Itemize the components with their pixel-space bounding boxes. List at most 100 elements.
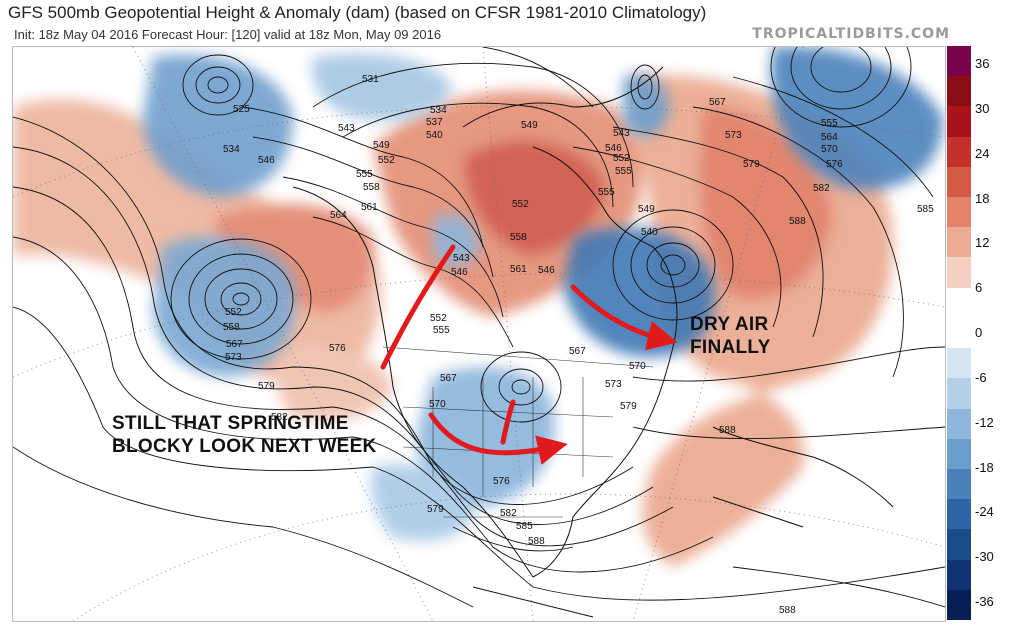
colorbar-tick-label: -24 [975,504,994,520]
height-label: 579 [620,401,637,412]
colorbar-segment [947,529,971,561]
height-label: 546 [605,143,622,154]
colorbar-segment [947,499,971,530]
colorbar-tick-label: -30 [975,549,994,565]
height-label: 582 [271,412,288,423]
height-label: 588 [719,425,736,436]
arrow-northwest-trough [380,244,456,370]
height-label: 549 [638,204,655,215]
height-label: 546 [538,265,555,276]
colorbar-segment [947,197,971,228]
height-label: 531 [362,74,379,85]
annotation-line: DRY AIR [690,314,769,335]
height-label: 534 [223,144,240,155]
height-label: 552 [378,155,395,166]
colorbar [947,46,971,621]
height-label: 555 [598,187,615,198]
colorbar-segment [947,378,971,410]
colorbar-segment [947,76,971,107]
colorbar-segment [947,408,971,440]
colorbar-segment [947,227,971,258]
height-label: 561 [510,264,527,275]
height-label: 573 [225,352,242,363]
annotation-dry-air: DRY AIR FINALLY [690,313,771,359]
height-label: 579 [258,381,275,392]
anomaly-neg-us-low [417,367,555,507]
height-label: 555 [615,166,632,177]
height-label: 573 [725,130,742,141]
height-label: 558 [223,322,240,333]
height-label: 558 [510,232,527,243]
height-label: 555 [433,325,450,336]
annotation-line: STILL THAT SPRINGTIME [112,413,349,434]
arrow-southern-stream [428,412,568,465]
anomaly-pos-canada-core [463,139,605,257]
colorbar-tick-label: -6 [975,369,987,385]
height-label: 582 [500,508,517,519]
colorbar-segment [947,348,971,379]
height-label: 585 [917,204,934,215]
height-label: 582 [813,183,830,194]
height-label: 555 [356,169,373,180]
height-label: 546 [258,155,275,166]
colorbar-tick-label: 24 [975,145,990,161]
height-label: 543 [338,123,355,134]
anomaly-neg-bering [143,54,293,197]
anomaly-neg-arctic [312,53,453,121]
height-label: 555 [821,118,838,129]
colorbar-segment [947,136,971,168]
height-label: 576 [493,476,510,487]
arrow-short-vort [500,399,516,445]
colorbar-segment [947,46,971,77]
height-label: 564 [330,210,347,221]
colorbar-tick-label: -18 [975,459,994,475]
height-label: 552 [430,313,447,324]
height-label: 552 [512,199,529,210]
height-label: 570 [629,361,646,372]
anomaly-pos-alaska [213,203,375,313]
annotation-line: FINALLY [690,337,771,358]
height-label: 540 [426,130,443,141]
colorbar-tick-label: 0 [975,325,983,340]
anomaly-pos-southwest [276,344,393,421]
colorbar-tick-label: 36 [975,56,990,71]
height-label: 552 [613,153,630,164]
height-label: 525 [233,104,250,115]
colorbar-segment [947,317,971,349]
height-label: 540 [641,227,658,238]
height-label: 549 [521,120,538,131]
contour-labels: 525 534 531 534 537 540 543 546 549 552 … [223,74,934,616]
height-label: 588 [779,605,796,616]
height-label: 585 [516,521,533,532]
colorbar-segment [947,468,971,500]
height-label: 567 [440,373,457,384]
height-label: 576 [329,343,346,354]
colorbar-tick-label: -36 [975,594,994,609]
map-panel: 525 534 531 534 537 540 543 546 549 552 … [12,46,946,622]
height-label: 570 [429,399,446,410]
height-label: 549 [373,140,390,151]
colorbar-segment [947,559,971,591]
height-label: 588 [789,216,806,227]
colorbar-segment [947,287,971,319]
height-label: 567 [226,339,243,350]
height-label: 543 [453,253,470,264]
annotation-blocky-pattern: STILL THAT SPRINGTIME BLOCKY LOOK NEXT W… [112,412,377,458]
height-label: 543 [613,128,630,139]
height-label: 573 [605,379,622,390]
colorbar-tick-label: 18 [975,190,990,206]
colorbar-tick-label: 30 [975,100,990,116]
colorbar-tick-label: -12 [975,414,994,430]
height-contours [13,47,945,608]
height-label: 558 [363,182,380,193]
height-label: 570 [821,144,838,155]
height-label: 579 [743,159,760,170]
height-label: 567 [569,346,586,357]
colorbar-segment [947,438,971,470]
chart-subtitle: Init: 18z May 04 2016 Forecast Hour: [12… [14,27,442,42]
anomaly-neg-labrador-small [433,214,479,267]
height-label: 534 [430,105,447,116]
anomaly-map: 525 534 531 534 537 540 543 546 549 552 … [13,47,945,621]
colorbar-segment [947,257,971,289]
anomaly-neg-gulf-alaska [153,237,296,377]
